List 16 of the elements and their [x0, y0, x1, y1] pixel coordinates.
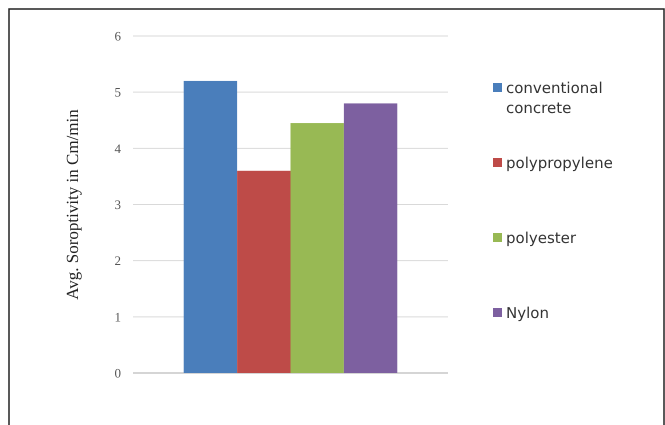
- bar: [184, 80, 238, 373]
- y-axis-title: Avg. Soroptivity in Cm/min: [63, 108, 82, 300]
- bar: [237, 170, 290, 373]
- legend-label: polypropylene: [506, 154, 613, 172]
- y-tick-label: 0: [114, 366, 121, 381]
- y-tick-label: 6: [114, 28, 122, 44]
- legend-label: conventional concrete: [506, 79, 603, 117]
- y-tick-label: 2: [114, 253, 121, 268]
- y-tick-label: 4: [114, 140, 122, 156]
- y-tick-label: 3: [114, 197, 121, 212]
- legend-label: Nylon: [506, 304, 549, 322]
- bar: [290, 123, 344, 373]
- y-tick-label: 5: [114, 84, 121, 100]
- y-tick-label: 1: [114, 309, 121, 324]
- legend-label: polyester: [506, 229, 577, 247]
- bar: [344, 103, 398, 373]
